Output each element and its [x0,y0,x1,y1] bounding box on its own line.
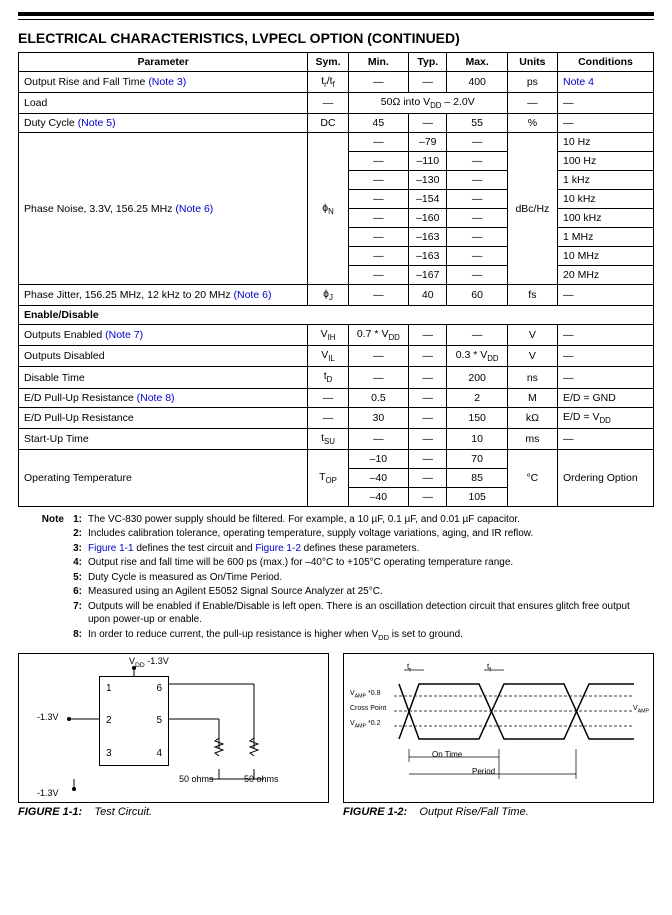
table-row: Phase Noise, 3.3V, 156.25 MHz (Note 6) ɸ… [19,133,654,152]
note-link[interactable]: (Note 7) [105,329,143,341]
cell-param: Phase Noise, 3.3V, 156.25 MHz (Note 6) [19,133,308,285]
figures-row: VDD -1.3V 1 6 2 5 3 4 -1.3V -1.3V 50 ohm… [18,653,654,818]
cell-param: Output Rise and Fall Time (Note 3) [19,72,308,93]
note-link[interactable]: (Note 3) [148,76,186,88]
cell-units: ps [507,72,557,93]
cell-param: Load [19,93,308,114]
table-row: Start-Up Time tSU — — 10 ms — [19,428,654,449]
figure-1-1: VDD -1.3V 1 6 2 5 3 4 -1.3V -1.3V 50 ohm… [18,653,329,803]
table-row: Outputs Disabled VIL — — 0.3 * VDD V — [19,346,654,367]
note-link[interactable]: (Note 6) [175,203,213,215]
table-row: Disable Time tD — — 200 ns — [19,367,654,388]
section-title: ELECTRICAL CHARACTERISTICS, LVPECL OPTIO… [18,30,654,46]
cell-sym: tr/tf [308,72,348,93]
cell-sym: — [308,93,348,114]
note-link[interactable]: (Note 8) [137,392,175,404]
note-link[interactable]: (Note 6) [234,289,272,301]
table-row: Operating Temperature TOP –10 — 70 °C Or… [19,449,654,468]
table-row: Output Rise and Fall Time (Note 3) tr/tf… [19,72,654,93]
table-row: Duty Cycle (Note 5) DC 45 — 55 % — [19,114,654,133]
col-min: Min. [348,53,408,72]
figure-link[interactable]: Figure 1-1 [88,543,134,554]
cell-units: dBc/Hz [507,133,557,285]
cell-sym: DC [308,114,348,133]
characteristics-table: Parameter Sym. Min. Typ. Max. Units Cond… [18,52,654,507]
cell-sym: ɸN [308,133,348,285]
table-row: Phase Jitter, 156.25 MHz, 12 kHz to 20 M… [19,285,654,306]
cell-max: 400 [447,72,507,93]
col-max: Max. [447,53,507,72]
figure-1-2: VAMP *0.8 Cross Point VAMP *0.2 VAMP tr … [343,653,654,803]
cell-min: 45 [348,114,408,133]
section-row: Enable/Disable [19,306,654,325]
cell-cond: — [557,93,653,114]
figure-link[interactable]: Figure 1-2 [255,543,301,554]
cell-typ: — [409,72,447,93]
cell-max: 55 [447,114,507,133]
col-sym: Sym. [308,53,348,72]
cell-typ: — [409,114,447,133]
cell-cond: Note 4 [557,72,653,93]
col-cond: Conditions [557,53,653,72]
notes-block: Note1:The VC-830 power supply should be … [18,513,654,643]
note-link[interactable]: Note 4 [563,76,594,88]
cell-min: — [348,72,408,93]
cell-sym: ɸJ [308,285,348,306]
col-typ: Typ. [409,53,447,72]
cell-cond: — [557,114,653,133]
circuit-wires-icon [19,654,319,794]
note-link[interactable]: (Note 5) [78,117,116,129]
cell-units: — [507,93,557,114]
table-row: Load — 50Ω into VDD – 2.0V — — [19,93,654,114]
table-row: E/D Pull-Up Resistance — 30 — 150 kΩ E/D… [19,407,654,428]
top-rule [18,12,654,20]
col-parameter: Parameter [19,53,308,72]
table-header-row: Parameter Sym. Min. Typ. Max. Units Cond… [19,53,654,72]
table-row: E/D Pull-Up Resistance (Note 8) — 0.5 — … [19,388,654,407]
cell-units: % [507,114,557,133]
cell-param: Duty Cycle (Note 5) [19,114,308,133]
cell-merged: 50Ω into VDD – 2.0V [348,93,507,114]
figure-caption: FIGURE 1-1: Test Circuit. [18,806,329,818]
col-units: Units [507,53,557,72]
table-row: Outputs Enabled (Note 7) VIH 0.7 * VDD —… [19,325,654,346]
cell-param: Phase Jitter, 156.25 MHz, 12 kHz to 20 M… [19,285,308,306]
figure-caption: FIGURE 1-2: Output Rise/Fall Time. [343,806,654,818]
